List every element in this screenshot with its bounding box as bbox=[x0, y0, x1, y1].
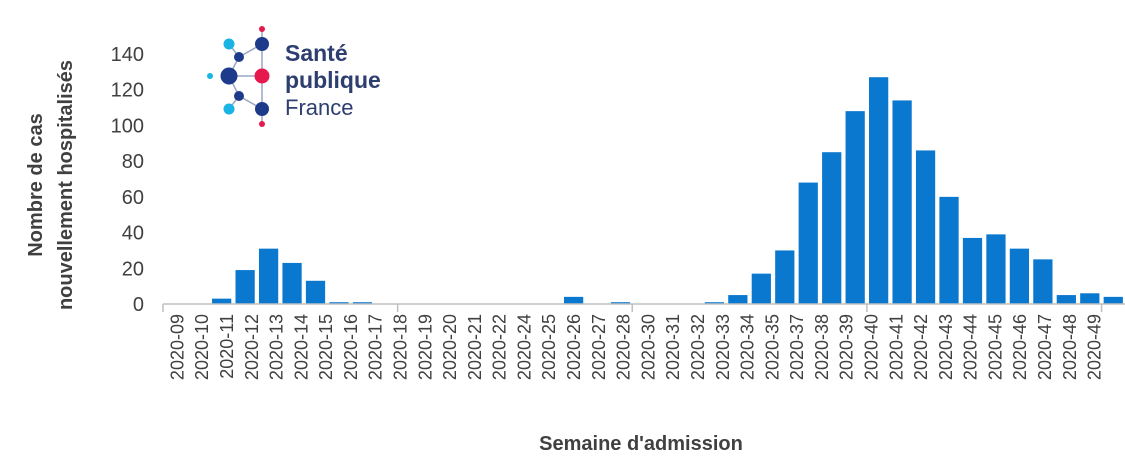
x-axis bbox=[162, 303, 1125, 312]
logo-text-line-1: Santé bbox=[285, 40, 348, 66]
x-tick-label: 2020-11 bbox=[217, 314, 237, 379]
bar bbox=[1103, 296, 1123, 304]
bar bbox=[282, 262, 302, 304]
bar bbox=[1056, 295, 1076, 304]
x-tick-label: 2020-44 bbox=[961, 314, 981, 380]
bar bbox=[798, 182, 818, 304]
bar bbox=[986, 234, 1006, 304]
y-tick-label: 20 bbox=[122, 258, 144, 280]
bar bbox=[751, 273, 771, 304]
bar bbox=[563, 296, 584, 304]
x-tick-label: 2020-46 bbox=[1010, 314, 1030, 380]
x-tick-label: 2020-49 bbox=[1085, 314, 1105, 380]
x-tick-label: 2020-27 bbox=[589, 314, 609, 380]
bar bbox=[1033, 259, 1053, 304]
y-tick-label: 140 bbox=[111, 44, 144, 66]
x-axis-tick-labels: 2020-09 2020-10 2020-11 2020-12 2020-13 2020-… bbox=[167, 314, 1104, 380]
x-tick-label: 2020-12 bbox=[242, 314, 262, 380]
x-tick-label: 2020-20 bbox=[440, 314, 460, 380]
x-tick-label: 2020-30 bbox=[638, 314, 658, 380]
x-tick-label: 2020-41 bbox=[886, 314, 906, 380]
bar bbox=[775, 250, 795, 304]
bar bbox=[728, 295, 748, 304]
x-tick-label: 2020-22 bbox=[490, 314, 510, 380]
bar bbox=[1009, 248, 1030, 304]
bars bbox=[212, 77, 1123, 305]
x-tick-label: 2020-45 bbox=[985, 314, 1005, 380]
x-tick-label: 2020-35 bbox=[762, 314, 782, 380]
y-axis-title-line-2: nouvellement hospitalisés bbox=[55, 60, 77, 310]
x-tick-label: 2020-18 bbox=[391, 314, 411, 380]
x-tick-label: 2020-42 bbox=[911, 314, 931, 380]
bar bbox=[915, 150, 936, 304]
bar bbox=[869, 77, 889, 305]
x-tick-label: 2020-28 bbox=[614, 314, 634, 380]
bar bbox=[329, 302, 349, 304]
bar bbox=[822, 152, 842, 304]
x-tick-label: 2020-38 bbox=[812, 314, 832, 380]
x-tick-label: 2020-34 bbox=[738, 314, 758, 380]
logo-text-line-3: France bbox=[285, 95, 353, 120]
x-tick-label: 2020-10 bbox=[192, 314, 212, 380]
bar bbox=[305, 280, 326, 304]
x-tick-label: 2020-15 bbox=[316, 314, 336, 380]
x-tick-label: 2020-47 bbox=[1035, 314, 1055, 380]
bar bbox=[892, 100, 912, 305]
x-tick-label: 2020-09 bbox=[167, 314, 187, 380]
y-tick-label: 120 bbox=[111, 80, 144, 102]
bar bbox=[845, 111, 865, 304]
bar bbox=[704, 302, 725, 304]
x-tick-label: 2020-24 bbox=[514, 314, 534, 380]
x-tick-label: 2020-26 bbox=[564, 314, 584, 380]
logo-text-line-2: publique bbox=[285, 67, 381, 93]
x-tick-label: 2020-14 bbox=[291, 314, 311, 380]
x-tick-label: 2020-48 bbox=[1060, 314, 1080, 380]
x-tick-label: 2020-32 bbox=[688, 314, 708, 380]
x-tick-label: 2020-33 bbox=[713, 314, 733, 380]
x-tick-label: 2020-21 bbox=[465, 314, 485, 380]
sante-publique-france-logo: Santé publique France bbox=[207, 26, 381, 127]
x-tick-label: 2020-25 bbox=[539, 314, 559, 380]
bar bbox=[610, 302, 631, 304]
x-tick-label: 2020-31 bbox=[663, 314, 683, 380]
bar bbox=[939, 196, 959, 304]
bar bbox=[352, 302, 373, 304]
x-tick-label: 2020-40 bbox=[862, 314, 882, 380]
x-tick-label: 2020-13 bbox=[267, 314, 287, 380]
x-tick-label: 2020-17 bbox=[366, 314, 386, 380]
bar bbox=[212, 298, 232, 304]
x-tick-label: 2020-43 bbox=[936, 314, 956, 380]
x-tick-label: 2020-39 bbox=[837, 314, 857, 380]
y-axis-title-line-1: Nombre de cas bbox=[25, 113, 47, 256]
x-axis-title: Semaine d'admission bbox=[539, 433, 743, 455]
x-tick-label: 2020-16 bbox=[341, 314, 361, 380]
bar bbox=[235, 270, 255, 304]
y-axis-ticks: 0 20 40 60 80 100 120 140 bbox=[111, 44, 144, 316]
logo-molecule-icon bbox=[207, 26, 270, 127]
x-tick-label: 2020-37 bbox=[787, 314, 807, 380]
bar bbox=[1080, 293, 1100, 304]
y-tick-label: 80 bbox=[122, 151, 144, 173]
y-tick-label: 40 bbox=[122, 223, 144, 245]
y-tick-label: 60 bbox=[122, 187, 144, 209]
bar bbox=[258, 248, 279, 304]
bar bbox=[962, 237, 983, 304]
y-tick-label: 0 bbox=[133, 294, 144, 316]
y-tick-label: 100 bbox=[111, 115, 144, 137]
x-tick-label: 2020-19 bbox=[415, 314, 435, 380]
